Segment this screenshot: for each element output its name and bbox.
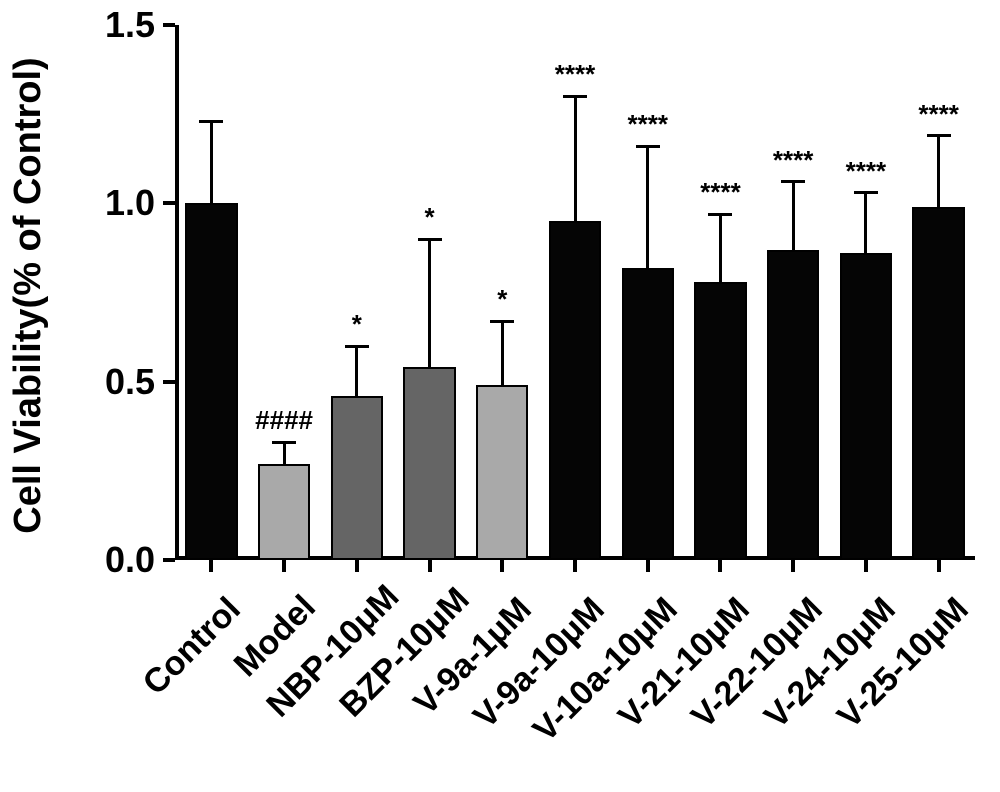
error-bar-cap — [490, 320, 514, 323]
error-bar-cap — [636, 145, 660, 148]
y-tick-label: 1.0 — [105, 182, 155, 224]
x-tick-mark — [209, 560, 213, 572]
y-tick-label: 0.5 — [105, 361, 155, 403]
bar — [840, 253, 892, 560]
significance-label: #### — [255, 405, 313, 436]
significance-label: * — [424, 202, 434, 233]
bar — [912, 207, 964, 560]
bar — [331, 396, 383, 560]
bar — [476, 385, 528, 560]
y-tick-label: 1.5 — [105, 4, 155, 46]
error-bar-cap — [927, 134, 951, 137]
x-tick-mark — [937, 560, 941, 572]
bar — [767, 250, 819, 560]
bar — [185, 203, 237, 560]
bar — [258, 464, 310, 560]
x-tick-mark — [282, 560, 286, 572]
significance-label: **** — [918, 99, 958, 130]
significance-label: * — [497, 284, 507, 315]
x-tick-mark — [428, 560, 432, 572]
x-tick-mark — [646, 560, 650, 572]
significance-label: **** — [555, 59, 595, 90]
y-tick-label: 0.0 — [105, 539, 155, 581]
y-tick-mark — [163, 558, 175, 562]
error-bar-line — [792, 182, 795, 250]
significance-label: **** — [627, 109, 667, 140]
error-bar-cap — [418, 238, 442, 241]
bar — [622, 268, 674, 560]
error-bar-cap — [854, 191, 878, 194]
error-bar-cap — [563, 95, 587, 98]
error-bar-line — [864, 193, 867, 254]
significance-label: **** — [773, 145, 813, 176]
x-tick-mark — [355, 560, 359, 572]
x-tick-mark — [573, 560, 577, 572]
error-bar-line — [428, 239, 431, 367]
bar — [549, 221, 601, 560]
significance-label: * — [352, 309, 362, 340]
y-tick-mark — [163, 380, 175, 384]
error-bar-cap — [199, 120, 223, 123]
y-tick-mark — [163, 201, 175, 205]
error-bar-cap — [272, 441, 296, 444]
viability-bar-chart: Cell Viability(% of Control) 0.0 0.5 1.0 1.… — [0, 0, 1000, 792]
error-bar-line — [646, 146, 649, 267]
bar — [403, 367, 455, 560]
y-tick-mark — [163, 23, 175, 27]
significance-label: **** — [846, 156, 886, 187]
error-bar-line — [210, 121, 213, 203]
x-tick-mark — [791, 560, 795, 572]
significance-label: **** — [700, 177, 740, 208]
x-category-label: Control — [127, 590, 249, 712]
x-tick-mark — [500, 560, 504, 572]
error-bar-line — [719, 214, 722, 282]
error-bar-line — [283, 442, 286, 463]
x-tick-mark — [864, 560, 868, 572]
error-bar-line — [937, 136, 940, 207]
error-bar-cap — [781, 180, 805, 183]
error-bar-line — [355, 346, 358, 396]
y-axis-title: Cell Viability(% of Control) — [7, 28, 50, 563]
error-bar-line — [501, 321, 504, 385]
error-bar-cap — [708, 213, 732, 216]
error-bar-cap — [345, 345, 369, 348]
x-tick-mark — [718, 560, 722, 572]
bar — [694, 282, 746, 560]
error-bar-line — [574, 96, 577, 221]
